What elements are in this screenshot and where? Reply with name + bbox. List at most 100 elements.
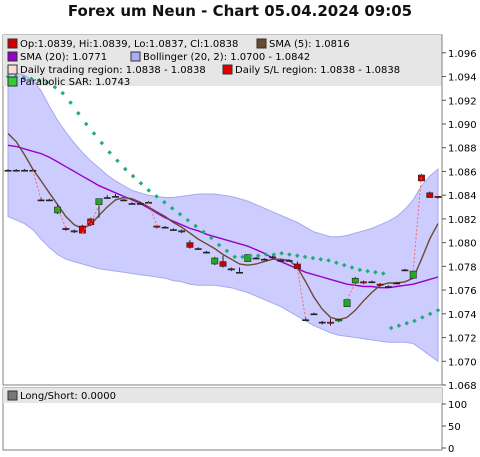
legend-daily-sl: Daily S/L region: 1.0838 - 1.0838: [222, 64, 400, 76]
y-tick-label: 1.094: [448, 73, 477, 84]
y-tick-label: 1.086: [448, 167, 477, 178]
candle-body: [285, 260, 293, 262]
candle-body: [384, 286, 392, 288]
sar-point: [287, 252, 292, 257]
y-tick-label: 1.092: [448, 96, 477, 107]
candle: [418, 173, 425, 182]
ls-tick-50: 50: [448, 422, 461, 433]
sar-point: [349, 265, 355, 270]
candle-body: [136, 203, 144, 205]
candle: [318, 320, 326, 325]
candle-body: [302, 319, 310, 322]
legend-sma5: SMA (5): 1.0816: [256, 38, 350, 50]
candle: [244, 254, 252, 262]
ls-tick-0: 0: [448, 444, 454, 455]
candle-body: [426, 192, 434, 198]
candle: [426, 191, 434, 198]
candle: [169, 228, 177, 231]
candle: [409, 270, 417, 279]
legend-sma5-swatch: [256, 38, 267, 49]
candle: [236, 267, 243, 274]
legend-sma20: SMA (20): 1.0771: [7, 51, 107, 63]
candle-body: [335, 319, 343, 322]
sar-point: [83, 121, 89, 127]
long-short-swatch: [7, 390, 18, 401]
sar-point: [91, 131, 97, 136]
sar-point: [404, 321, 409, 326]
legend-daily-sl-swatch: [222, 64, 233, 75]
candle: [70, 229, 78, 234]
candle-body: [401, 269, 409, 272]
candle-body: [70, 230, 78, 233]
candle: [161, 226, 169, 229]
candle-body: [310, 313, 318, 316]
candle-body: [95, 198, 103, 205]
candle-body: [203, 251, 210, 254]
bollinger-band: [7, 69, 439, 363]
candle: [327, 318, 334, 326]
candle: [211, 256, 219, 266]
candle-body: [376, 283, 384, 286]
y-tick-label: 1.070: [448, 357, 477, 368]
candle-body: [277, 260, 285, 262]
candle-body: [219, 261, 227, 267]
gap-connector: [32, 170, 42, 201]
candle: [136, 202, 144, 205]
candle-body: [244, 254, 252, 262]
legend-sar: Parabolic SAR: 1.0743: [7, 76, 130, 88]
candle-body: [252, 257, 260, 260]
sar-point: [357, 267, 363, 273]
sar-point: [396, 323, 402, 328]
sar-point: [263, 252, 269, 257]
candle-body: [62, 228, 70, 230]
y-tick-label: 1.072: [448, 334, 477, 345]
legend-sar-text: Parabolic SAR: 1.0743: [20, 77, 130, 88]
candle-body: [45, 199, 53, 202]
candle: [285, 259, 293, 262]
candle-body: [186, 242, 194, 248]
sar-point: [326, 258, 331, 263]
legend-daily-trading: Daily trading region: 1.0838 - 1.0838: [7, 64, 206, 76]
candle: [401, 268, 409, 272]
candle-body: [103, 197, 111, 199]
candle: [351, 277, 359, 285]
sar-point: [115, 158, 120, 164]
candle-body: [153, 225, 161, 228]
candle-body: [112, 196, 119, 198]
candle: [368, 280, 376, 284]
sar-point: [373, 270, 378, 275]
candle: [335, 318, 343, 323]
candle: [45, 198, 53, 202]
candle: [269, 255, 277, 259]
sar-point: [107, 150, 112, 155]
candle-body: [21, 169, 28, 172]
sar-point: [310, 255, 316, 261]
candle-body: [161, 226, 169, 229]
candle: [384, 285, 392, 288]
gap-connector: [296, 268, 307, 320]
candle: [252, 256, 260, 260]
candle: [260, 258, 268, 261]
candle-body: [393, 282, 401, 285]
candle: [112, 193, 119, 198]
sar-point: [44, 80, 50, 85]
candle-body: [368, 281, 376, 284]
sar-point: [412, 318, 417, 324]
sar-point: [279, 251, 284, 256]
legend-daily-sl-text: Daily S/L region: 1.0838 - 1.0838: [235, 65, 400, 76]
sar-point: [232, 254, 237, 260]
y-axis-ticks: 1.068 1.070 1.072 1.074 1.076 1.078 1.080 1.082…: [442, 49, 477, 392]
candle-body: [351, 277, 359, 284]
legend-sma20-swatch: [7, 51, 18, 62]
candle-body: [227, 268, 235, 271]
sar-point: [60, 90, 65, 96]
long-short-legend-box: [3, 388, 442, 403]
sar-point: [295, 253, 300, 258]
candle: [277, 259, 285, 262]
sma20-line: [7, 144, 439, 289]
candle: [194, 247, 202, 250]
candle-body: [327, 321, 334, 324]
candle-body: [120, 199, 128, 202]
sar-point: [240, 254, 245, 260]
sar-point: [123, 166, 128, 172]
